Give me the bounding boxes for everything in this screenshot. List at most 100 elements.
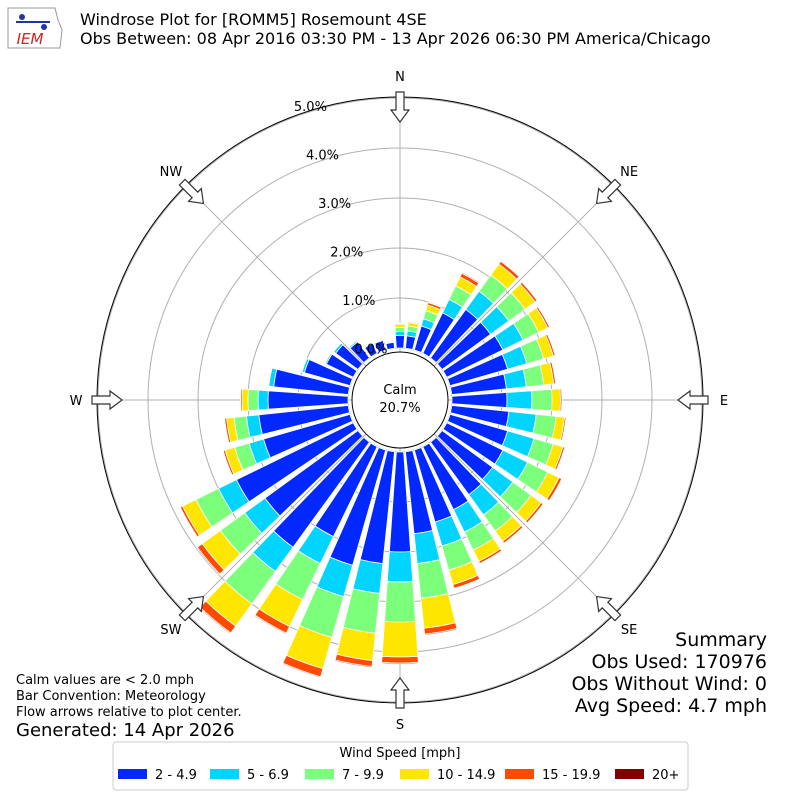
bar-segment bbox=[281, 662, 322, 679]
legend-swatch bbox=[505, 769, 534, 779]
bar-segment bbox=[551, 388, 561, 412]
flow-arrow bbox=[677, 389, 709, 411]
note: Bar Convention: Meteorology bbox=[16, 689, 206, 704]
bar-segment bbox=[521, 281, 539, 301]
bar-segment bbox=[548, 478, 563, 502]
logo-dot bbox=[41, 24, 47, 30]
bar-segment bbox=[179, 507, 198, 537]
bar-segment bbox=[424, 628, 458, 636]
bar-segment bbox=[461, 271, 480, 284]
direction-label: NW bbox=[160, 165, 183, 180]
flow-arrow-shape bbox=[389, 91, 411, 123]
legend-label: 20+ bbox=[652, 768, 679, 783]
logo-dot bbox=[19, 14, 25, 20]
bar-segment bbox=[479, 550, 502, 564]
legend-swatch bbox=[400, 769, 429, 779]
bar-segment bbox=[253, 614, 287, 635]
flow-arrow-shape bbox=[178, 178, 205, 205]
flow-arrow bbox=[178, 595, 205, 622]
bar-segment bbox=[394, 331, 406, 337]
direction-label: N bbox=[395, 70, 405, 85]
bar-segment bbox=[352, 559, 384, 594]
calm-circle bbox=[351, 351, 449, 449]
plot-area: Calm 20.7% 0.0% 1.0% 2.0% 3.0% 4.0% 5.0% N NE E SE S… bbox=[70, 70, 729, 733]
bar-segment bbox=[451, 392, 508, 408]
grid-spoke bbox=[186, 399, 401, 614]
bar-segment bbox=[381, 661, 419, 665]
r-tick-label: 4.0% bbox=[306, 148, 339, 163]
flow-arrow-shape bbox=[595, 595, 622, 622]
legend-swatch bbox=[615, 769, 644, 779]
bar-segment bbox=[395, 335, 405, 349]
r-tick-label: 2.0% bbox=[330, 246, 363, 261]
summary-line: Obs Used: 170976 bbox=[592, 651, 767, 673]
note: Calm values are < 2.0 mph bbox=[16, 673, 194, 688]
summary-line: Obs Without Wind: 0 bbox=[571, 673, 767, 695]
bar-segment bbox=[532, 413, 557, 439]
direction-label: E bbox=[720, 394, 728, 409]
flow-arrow-shape bbox=[178, 595, 205, 622]
bar-segment bbox=[503, 368, 527, 390]
bar-segment bbox=[394, 327, 406, 333]
bar-segment bbox=[348, 339, 357, 348]
bar-segment bbox=[551, 361, 557, 385]
bar-segment bbox=[537, 306, 551, 328]
r-tick-label: 3.0% bbox=[318, 197, 351, 212]
legend-box bbox=[112, 741, 689, 791]
bar-segment bbox=[386, 551, 414, 583]
legend-swatch bbox=[118, 769, 147, 779]
direction-label: NE bbox=[620, 165, 638, 180]
direction-label: S bbox=[396, 718, 404, 733]
flow-arrow-shape bbox=[91, 389, 123, 411]
grid-spoke bbox=[399, 186, 614, 401]
bar-segment bbox=[420, 593, 457, 629]
r-tick-label: 1.0% bbox=[342, 294, 375, 309]
bar-segment bbox=[384, 581, 416, 623]
flow-arrow bbox=[595, 178, 622, 205]
legend-label: 5 - 6.9 bbox=[247, 768, 289, 783]
legend-label: 2 - 4.9 bbox=[155, 768, 197, 783]
calm-value: 20.7% bbox=[379, 401, 420, 416]
flow-arrow-shape bbox=[595, 178, 622, 205]
flow-arrow bbox=[178, 178, 205, 205]
grid-spoke bbox=[186, 186, 401, 401]
bar-segment bbox=[453, 578, 481, 590]
chart-title: Windrose Plot for [ROMM5] Rosemount 4SE bbox=[80, 10, 427, 29]
summary-title: Summary bbox=[675, 629, 767, 651]
bar-segment bbox=[257, 389, 269, 411]
flow-arrow bbox=[389, 91, 411, 123]
bar-segment bbox=[404, 335, 417, 351]
direction-label: W bbox=[70, 394, 83, 409]
bar-segment bbox=[301, 358, 308, 372]
bar-segment bbox=[416, 559, 449, 599]
bar-segment bbox=[381, 621, 419, 658]
bar-segment bbox=[531, 388, 553, 412]
r-tick-label: 5.0% bbox=[294, 100, 327, 115]
bar-segment bbox=[363, 342, 373, 348]
bar-segment bbox=[332, 342, 341, 352]
summary-line: Avg Speed: 4.7 mph bbox=[575, 695, 767, 717]
bar-segment bbox=[427, 301, 443, 308]
bar-segment bbox=[195, 546, 221, 576]
logo: IEM bbox=[7, 7, 63, 49]
grid-spoke bbox=[399, 399, 614, 614]
bar-segment bbox=[547, 333, 557, 356]
legend-label: 15 - 19.9 bbox=[542, 768, 600, 783]
bar-segment bbox=[505, 411, 537, 434]
bar-segment bbox=[247, 388, 259, 412]
bar-segment bbox=[334, 659, 373, 668]
chart-subtitle: Obs Between: 08 Apr 2016 03:30 PM - 13 A… bbox=[80, 29, 711, 48]
bar-segment bbox=[413, 530, 441, 565]
bar-segment bbox=[381, 655, 419, 664]
legend-title: Wind Speed [mph] bbox=[340, 746, 461, 761]
flow-arrow-shape bbox=[677, 389, 709, 411]
legend: Wind Speed [mph] 2 - 4.9 5 - 6.9 7 - 9.9 10… bbox=[112, 741, 689, 791]
logo-text: IEM bbox=[17, 30, 44, 48]
bar-segment bbox=[241, 388, 249, 412]
bar-segment bbox=[407, 320, 420, 324]
calm-label: Calm bbox=[383, 383, 416, 398]
bar-segment bbox=[556, 446, 566, 471]
flow-arrow bbox=[389, 677, 411, 709]
legend-label: 7 - 9.9 bbox=[342, 768, 384, 783]
flow-arrow bbox=[595, 595, 622, 622]
